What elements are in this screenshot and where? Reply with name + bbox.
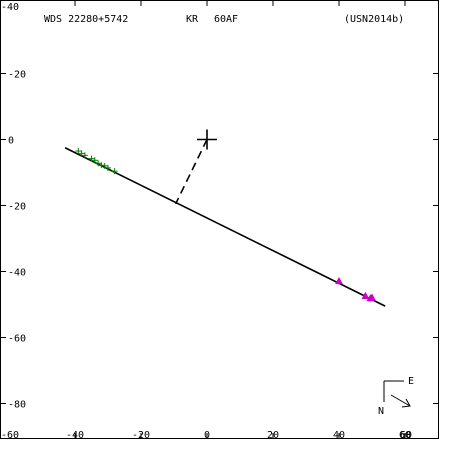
- plus-point: [105, 164, 111, 171]
- triangle-point: [361, 291, 370, 299]
- wds-id-label: WDS 22280+5742: [44, 14, 128, 25]
- y-tick-label: -40: [8, 268, 26, 279]
- x-tick-label: -20: [132, 430, 150, 441]
- plus-point: [111, 168, 118, 175]
- plus-point: [75, 148, 82, 155]
- plus-point: [101, 162, 108, 169]
- orbit-lines: [64, 139, 386, 307]
- x-tick-label: -40: [66, 430, 84, 441]
- compass-north-label: N: [378, 406, 384, 417]
- reference-label: (USN2014b): [344, 14, 404, 25]
- triangle-point: [335, 276, 343, 285]
- x-tick-labels: -40 -20 0 20 40 60: [66, 430, 411, 441]
- corner-label-bottom-right: 60: [400, 430, 412, 441]
- plus-point: [95, 160, 102, 167]
- primary-star: [197, 129, 217, 150]
- pair-label: 60AF: [214, 14, 238, 25]
- discoverer-label: KR: [186, 14, 199, 25]
- axis-ticks: [1, 1, 438, 438]
- x-tick-label: 60: [399, 430, 411, 441]
- compass-east-label: E: [408, 376, 414, 387]
- triangle-point: [368, 293, 376, 301]
- compass-arrow-head: [401, 398, 411, 408]
- y-tick-label: -60: [8, 334, 26, 345]
- x-tick-label: 0: [204, 430, 210, 441]
- x-tick-label: 20: [267, 430, 279, 441]
- corner-label-bottom-left: -60: [1, 430, 19, 441]
- dashed-connector: [174, 139, 208, 205]
- y-tick-label: -80: [8, 400, 26, 411]
- y-tick-label: -20: [8, 202, 26, 213]
- plus-point: [88, 155, 95, 162]
- plus-point: [91, 157, 98, 164]
- y-tick-label: 0: [8, 136, 14, 147]
- plus-point: [81, 152, 88, 159]
- plus-point: [78, 150, 85, 157]
- plus-point: [98, 162, 105, 169]
- y-tick-labels: -80 -60 -40 -20 0 -20: [8, 70, 26, 411]
- orbit-line: [64, 147, 386, 307]
- measurement-points: [75, 148, 376, 302]
- plot-frame: [0, 0, 439, 439]
- compass: E N: [378, 376, 414, 417]
- x-tick-label: 40: [333, 430, 345, 441]
- corner-label-top-left: -40: [1, 2, 19, 13]
- compass-arrow-shaft: [390, 394, 411, 407]
- y-tick-label: -20: [8, 70, 26, 81]
